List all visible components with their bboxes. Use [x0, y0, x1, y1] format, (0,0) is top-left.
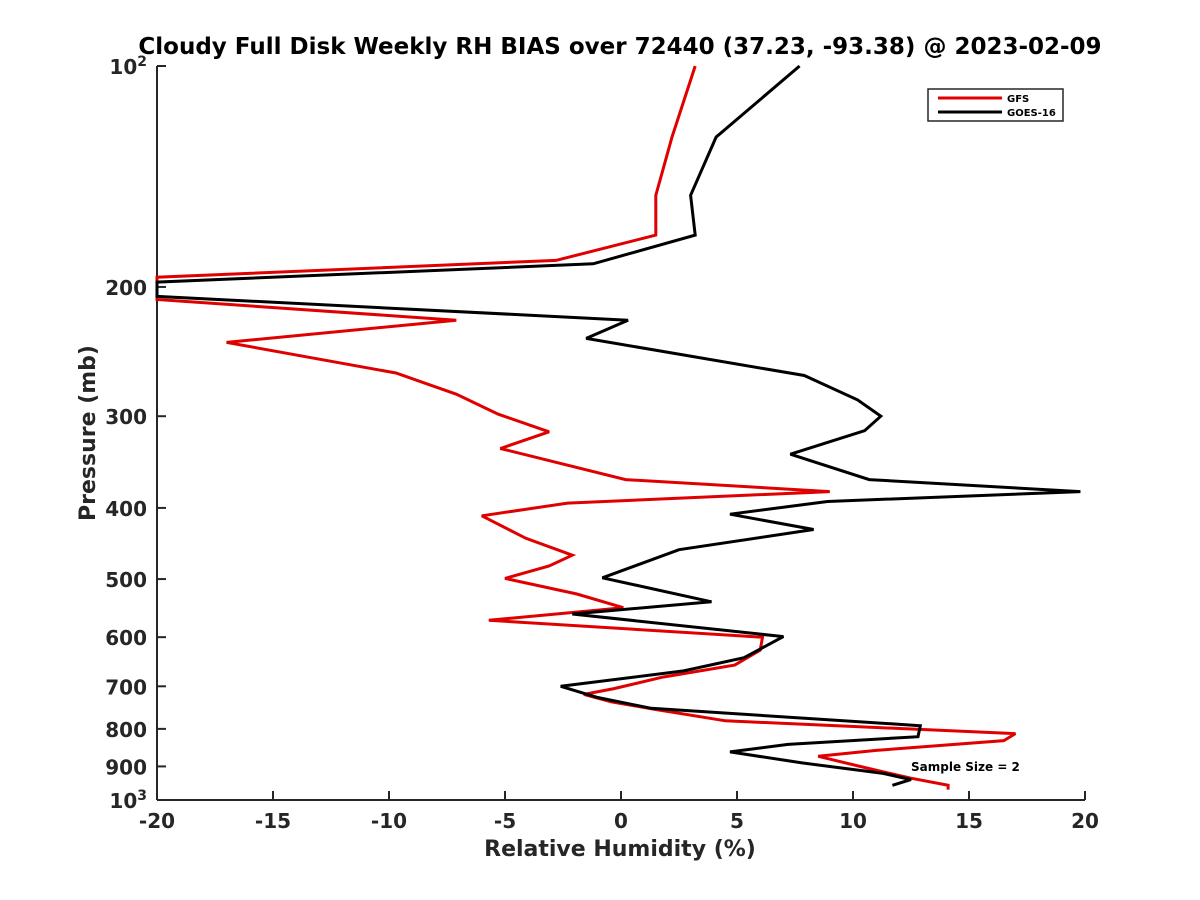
x-tick-label: 0	[614, 809, 628, 833]
x-tick-label: -5	[494, 809, 516, 833]
chart-title: Cloudy Full Disk Weekly RH BIAS over 724…	[138, 34, 1101, 60]
x-tick-label: 5	[730, 809, 744, 833]
legend-label: GOES-16	[1007, 108, 1056, 119]
plot-frame	[157, 66, 1085, 800]
y-axis-ticks: 102 200 300 400 500 600 700 800 900 103	[105, 54, 166, 813]
legend: GFS GOES-16	[927, 88, 1064, 122]
x-tick-label: -20	[139, 809, 175, 833]
x-axis-ticks: -20 -15 -10 -5 0 5 10 15 20	[139, 791, 1099, 833]
legend-label: GFS	[1007, 94, 1029, 105]
series-line-gfs	[155, 65, 1017, 790]
y-tick-label: 400	[105, 497, 147, 521]
series-line-goes-16	[155, 64, 1081, 787]
legend-box	[927, 88, 1064, 122]
y-tick-label: 102	[109, 54, 147, 79]
y-tick-label: 600	[105, 626, 147, 650]
y-tick-label: 500	[105, 568, 147, 592]
x-tick-label: 10	[839, 809, 867, 833]
plot-area: -20 -15 -10 -5 0 5 10 15 20 102 200 300 400 500 600 70…	[105, 54, 1099, 833]
y-tick-label: 900	[105, 755, 147, 779]
y-tick-label: 800	[105, 718, 147, 742]
y-tick-label: 700	[105, 675, 147, 699]
y-tick-label: 200	[105, 276, 147, 300]
x-tick-label: -10	[371, 809, 407, 833]
y-tick-label: 300	[105, 405, 147, 429]
y-axis-label: Pressure (mb)	[76, 345, 101, 521]
x-axis-label: Relative Humidity (%)	[484, 837, 756, 862]
sample-size-annotation: Sample Size = 2	[911, 760, 1020, 774]
x-tick-label: 15	[955, 809, 983, 833]
series-layer	[155, 64, 1081, 790]
x-tick-label: 20	[1071, 809, 1099, 833]
y-tick-label: 103	[109, 788, 147, 813]
x-tick-label: -15	[255, 809, 291, 833]
